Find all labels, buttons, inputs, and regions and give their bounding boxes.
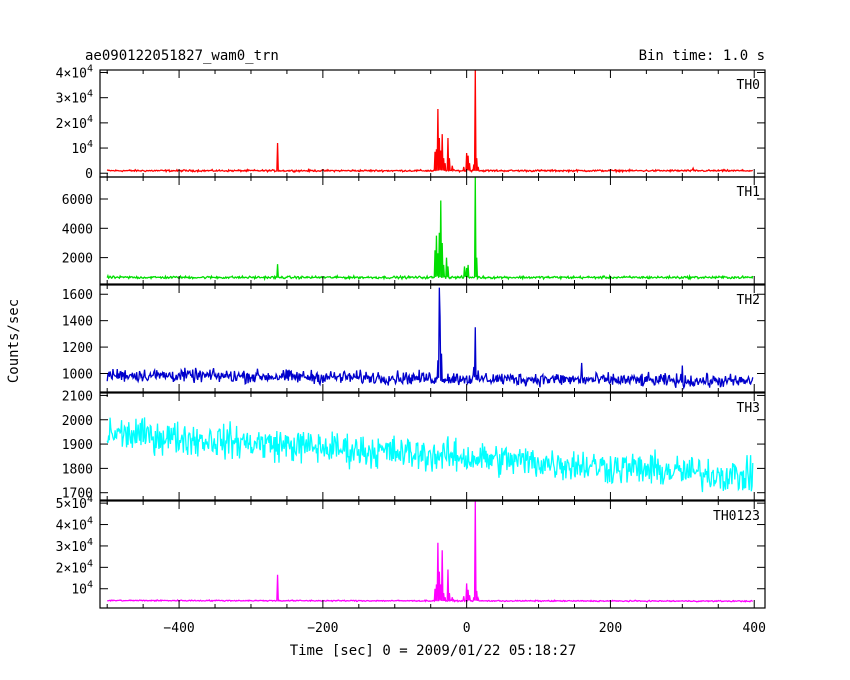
x-tick-label: 400 xyxy=(742,621,765,636)
x-tick-label: −400 xyxy=(163,621,194,636)
channel-label: TH1 xyxy=(737,185,760,200)
y-tick-label: 2000 xyxy=(62,252,93,267)
y-tick-label: 1900 xyxy=(62,438,93,453)
panel-th3: 1700 1800 1900 2000 2100 TH3 xyxy=(62,389,766,502)
channel-label: TH3 xyxy=(737,401,760,416)
panel-frame xyxy=(99,176,766,285)
panel-frame xyxy=(99,69,766,178)
y-axis-label: Counts/sec xyxy=(6,299,22,383)
channel-label: TH0123 xyxy=(713,509,760,524)
y-tick-label: 5×104 xyxy=(56,494,93,512)
y-tick-label: 2×104 xyxy=(56,558,93,576)
y-tick-label: 1200 xyxy=(62,341,93,356)
series-line-th3 xyxy=(106,417,754,493)
series-line-th1 xyxy=(106,177,754,282)
y-tick-label: 2×104 xyxy=(56,114,93,132)
y-tick-label: 104 xyxy=(71,580,93,598)
y-tick-label: 6000 xyxy=(62,193,93,208)
y-tick-label: 1400 xyxy=(62,315,93,330)
x-tick-label: 0 xyxy=(463,621,471,636)
series-line-th2 xyxy=(106,287,754,390)
y-tick-label: 4×104 xyxy=(56,516,93,534)
y-tick-label: 2000 xyxy=(62,414,93,429)
panel-frame xyxy=(99,284,766,393)
panel-frame xyxy=(99,500,766,609)
y-tick-label: 3×104 xyxy=(56,89,93,107)
chart-title: ae090122051827_wam0_trn xyxy=(85,48,279,64)
y-tick-label: 4×104 xyxy=(56,64,93,82)
panel-th1: 2000 4000 6000 TH1 xyxy=(62,176,766,285)
y-tick-label: 104 xyxy=(71,139,93,157)
x-tick-label: 200 xyxy=(599,621,622,636)
y-tick-label: 1700 xyxy=(62,487,93,502)
y-tick-label: 4000 xyxy=(62,222,93,237)
y-tick-label: 1000 xyxy=(62,368,93,383)
bin-time-label: Bin time: 1.0 s xyxy=(639,48,765,64)
channel-label: TH0 xyxy=(737,78,760,93)
panel-th0: 0 104 2×104 3×104 4×104 TH0 xyxy=(56,64,766,182)
panel-frame xyxy=(99,392,766,501)
panels-group: 01042×1043×1044×104TH0200040006000TH1100… xyxy=(56,64,766,636)
y-tick-label: 1600 xyxy=(62,288,93,303)
panel-th2: 1000 1200 1400 1600 TH2 xyxy=(62,284,766,393)
panel-th0123: 104 2×104 3×104 4×104 5×104 TH0123 xyxy=(56,494,766,609)
y-tick-label: 1800 xyxy=(62,462,93,477)
y-tick-label: 2100 xyxy=(62,389,93,404)
x-axis-label: Time [sec] 0 = 2009/01/22 05:18:27 xyxy=(290,643,577,659)
x-tick-label: −200 xyxy=(307,621,338,636)
series-line-th0 xyxy=(106,70,753,174)
series-line-th0123 xyxy=(107,501,754,603)
y-tick-label: 3×104 xyxy=(56,537,93,555)
y-tick-label: 0 xyxy=(85,167,93,182)
channel-label: TH2 xyxy=(737,293,760,308)
